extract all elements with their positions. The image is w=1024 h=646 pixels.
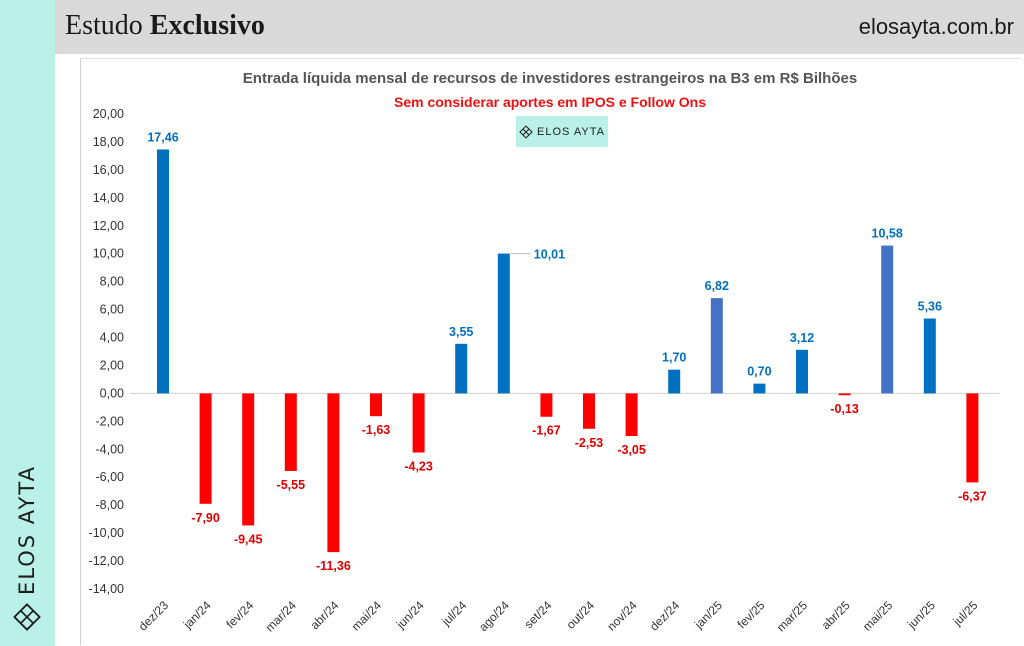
data-label-abr/24: -11,36 <box>316 559 351 573</box>
data-label-fev/25: 0,70 <box>747 365 771 379</box>
badge-label: ELOS AYTA <box>537 125 605 138</box>
bar-jan/24 <box>199 393 212 504</box>
data-label-jul/24: 3,55 <box>449 325 473 339</box>
data-label-jul/25: -6,37 <box>958 489 987 503</box>
data-label-jan/25: 6,82 <box>705 279 729 293</box>
y-tick-label: -12,00 <box>89 554 124 568</box>
y-tick-label: 8,00 <box>100 275 124 289</box>
chart-logo-badge: ELOS AYTA <box>516 116 608 147</box>
x-tick-label: dez/24 <box>647 598 683 634</box>
y-tick-label: -14,00 <box>89 582 124 596</box>
y-tick-label: 12,00 <box>93 219 124 233</box>
y-tick-label: 20,00 <box>93 107 124 121</box>
bar-jul/25 <box>966 393 979 483</box>
chart-frame <box>80 58 1021 645</box>
chart-title: Entrada líquida mensal de recursos de in… <box>242 70 858 87</box>
bar-abr/25 <box>838 393 851 396</box>
data-label-jan/24: -7,90 <box>191 511 220 525</box>
x-tick-label: jun/24 <box>393 598 427 632</box>
x-tick-label: ago/24 <box>476 598 512 634</box>
x-tick-label: abr/24 <box>308 598 342 632</box>
bar-mar/24 <box>284 393 297 471</box>
x-tick-label: set/24 <box>521 598 554 631</box>
data-label-mar/25: 3,12 <box>790 331 814 345</box>
data-label-fev/24: -9,45 <box>234 532 263 546</box>
data-label-dez/23: 17,46 <box>147 130 178 144</box>
x-tick-label: abr/25 <box>819 598 853 632</box>
y-tick-label: 0,00 <box>100 386 124 400</box>
bar-jan/25 <box>710 298 723 394</box>
data-label-out/24: -2,53 <box>575 436 604 450</box>
data-label-set/24: -1,67 <box>532 424 561 438</box>
data-label-nov/24: -3,05 <box>617 443 646 457</box>
bar-mar/25 <box>796 349 808 394</box>
bar-mai/24 <box>370 393 382 417</box>
header-bar: Estudo Exclusivo elosayta.com.br <box>55 0 1024 54</box>
data-label-ago/24: 10,01 <box>534 248 565 262</box>
elos-ayta-logo-icon <box>13 603 41 631</box>
bar-set/24 <box>540 393 553 417</box>
y-tick-label: 14,00 <box>93 191 124 205</box>
y-tick-label: -8,00 <box>96 498 125 512</box>
bar-jul/24 <box>455 343 468 394</box>
y-tick-label: -10,00 <box>89 526 124 540</box>
bar-ago/24 <box>497 253 510 394</box>
site-url: elosayta.com.br <box>858 14 1014 39</box>
x-tick-label: jan/25 <box>691 598 725 632</box>
x-tick-label: jul/25 <box>950 598 981 629</box>
y-tick-label: 6,00 <box>100 303 124 317</box>
x-tick-label: mar/25 <box>774 598 811 635</box>
x-tick-label: fev/24 <box>223 598 256 631</box>
bar-dez/23 <box>157 149 169 394</box>
page-title: Estudo Exclusivo <box>65 10 265 41</box>
y-tick-label: -4,00 <box>96 442 125 456</box>
bar-fev/25 <box>753 383 766 394</box>
data-label-abr/25: -0,13 <box>830 402 859 416</box>
x-tick-label: fev/25 <box>734 598 767 631</box>
data-label-jun/24: -4,23 <box>404 460 433 474</box>
data-label-mai/25: 10,58 <box>872 227 903 241</box>
sidebar: ELOS AYTA <box>0 0 55 646</box>
bar-dez/24 <box>668 369 681 394</box>
y-tick-label: 16,00 <box>93 163 124 177</box>
bar-mai/25 <box>881 245 894 394</box>
chart-subtitle: Sem considerar aportes em IPOS e Follow … <box>394 94 706 110</box>
bar-out/24 <box>583 393 595 429</box>
y-tick-label: 4,00 <box>100 331 124 345</box>
data-label-mai/24: -1,63 <box>362 423 391 437</box>
x-tick-label: mai/25 <box>860 598 896 634</box>
bar-abr/24 <box>327 393 340 553</box>
x-tick-label: jun/25 <box>904 598 938 632</box>
x-tick-label: jan/24 <box>180 598 214 632</box>
y-tick-label: 10,00 <box>93 247 124 261</box>
bar-fev/24 <box>242 393 255 526</box>
x-tick-label: out/24 <box>564 598 598 632</box>
data-label-dez/24: 1,70 <box>662 351 686 365</box>
x-tick-label: nov/24 <box>604 598 640 634</box>
x-tick-label: jul/24 <box>438 598 469 629</box>
x-tick-label: mar/24 <box>263 598 300 635</box>
bar-jun/24 <box>412 393 425 453</box>
y-tick-label: -2,00 <box>96 414 125 428</box>
bar-jun/25 <box>923 318 936 394</box>
bar-nov/24 <box>625 393 638 437</box>
y-tick-label: -6,00 <box>96 470 125 484</box>
x-tick-label: dez/23 <box>136 598 172 634</box>
data-label-jun/25: 5,36 <box>918 300 942 314</box>
data-label-mar/24: -5,55 <box>277 478 306 492</box>
y-tick-label: 18,00 <box>93 135 124 149</box>
elos-ayta-badge-icon <box>519 124 533 139</box>
x-tick-label: mai/24 <box>349 598 385 634</box>
y-tick-label: 2,00 <box>100 358 124 372</box>
